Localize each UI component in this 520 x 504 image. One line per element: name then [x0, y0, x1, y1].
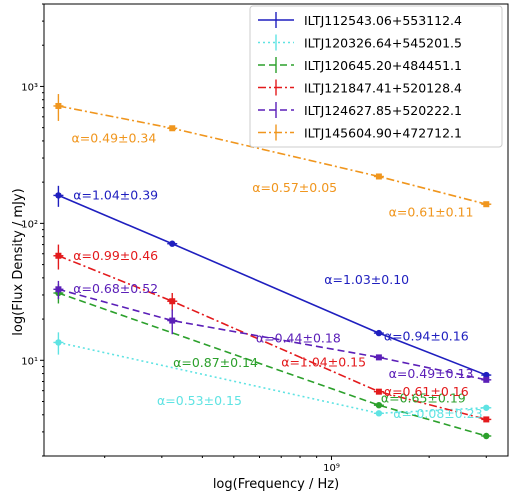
data-point-marker — [55, 339, 62, 346]
series-line — [58, 255, 487, 421]
spectral-index-label: α=0.61±0.11 — [389, 205, 474, 220]
data-point-marker — [169, 125, 176, 132]
spectral-index-label: α=0.53±0.15 — [157, 393, 242, 408]
spectral-index-label: α=-0.08±0.23 — [393, 406, 482, 421]
data-point-marker — [55, 252, 62, 259]
axes-layer: 10¹ 10² 10³ 10⁹ — [21, 3, 509, 474]
spectral-index-label: α=0.65±0.19 — [381, 391, 466, 406]
y-axis-label: log(Flux Density / mJy) — [11, 188, 26, 335]
data-point-marker — [375, 410, 383, 417]
data-point-marker — [483, 416, 490, 423]
series-line — [58, 292, 487, 437]
legend-label: ILTJ124627.85+520222.1 — [304, 103, 462, 118]
data-point-marker — [375, 401, 383, 409]
data-point-marker — [375, 388, 382, 395]
legend-box — [249, 5, 503, 148]
data-point-marker — [375, 173, 382, 180]
spectral-index-label: α=1.03±0.10 — [324, 272, 409, 287]
spectral-index-label: α=1.04±0.39 — [73, 187, 158, 202]
data-point-marker — [483, 201, 490, 208]
data-point-marker — [55, 286, 62, 293]
spectral-index-label: α=0.87±0.14 — [173, 355, 258, 370]
series-line — [58, 288, 487, 381]
legend-label: ILTJ120326.64+545201.5 — [304, 36, 462, 51]
annotations-layer: α=1.04±0.39 α=1.03±0.10 α=0.94±0.16 α=0.53±… — [71, 130, 482, 420]
spectral-index-label: α=0.94±0.16 — [384, 328, 469, 343]
spectral-index-label: α=0.68±0.52 — [73, 281, 158, 296]
spectral-index-label: α=0.61±0.16 — [384, 384, 469, 399]
data-point-marker — [55, 192, 62, 199]
x-tick-label: 10⁹ — [323, 463, 340, 474]
spectral-index-label: α=0.49±0.13 — [389, 366, 474, 381]
data-point-marker — [169, 240, 176, 247]
legend: ILTJ112543.06+553112.4 ILTJ120326.64+5452… — [249, 5, 503, 148]
series-lines-layer — [58, 105, 487, 437]
spectral-index-label: α=0.57±0.05 — [252, 180, 337, 195]
spectral-index-label: α=0.99±0.46 — [73, 248, 158, 263]
legend-label: ILTJ121847.41+520128.4 — [304, 81, 462, 96]
spectral-index-label: α=0.49±0.34 — [71, 130, 156, 145]
spectral-index-label: α=0.44±0.18 — [256, 330, 341, 345]
x-axis-label: log(Frequency / Hz) — [213, 477, 339, 492]
data-point-marker — [483, 404, 490, 411]
legend-label: ILTJ120645.20+484451.1 — [304, 58, 462, 73]
y-tick-label: 10² — [21, 219, 38, 230]
data-point-marker — [483, 371, 490, 379]
series-line — [58, 194, 487, 376]
data-point-marker — [375, 354, 382, 361]
data-point-marker — [483, 432, 490, 440]
data-point-marker — [375, 329, 383, 337]
legend-label: ILTJ112543.06+553112.4 — [304, 13, 462, 28]
spectral-index-label: α=1.04±0.15 — [281, 355, 366, 370]
series-markers-layer — [53, 94, 492, 440]
data-point-marker — [55, 102, 62, 109]
y-tick-label: 10³ — [21, 82, 38, 93]
y-tick-label: 10¹ — [21, 356, 38, 367]
data-point-marker — [169, 298, 176, 305]
data-point-marker — [169, 317, 176, 324]
legend-label: ILTJ145604.90+472712.1 — [304, 126, 462, 141]
data-point-marker — [483, 376, 490, 383]
